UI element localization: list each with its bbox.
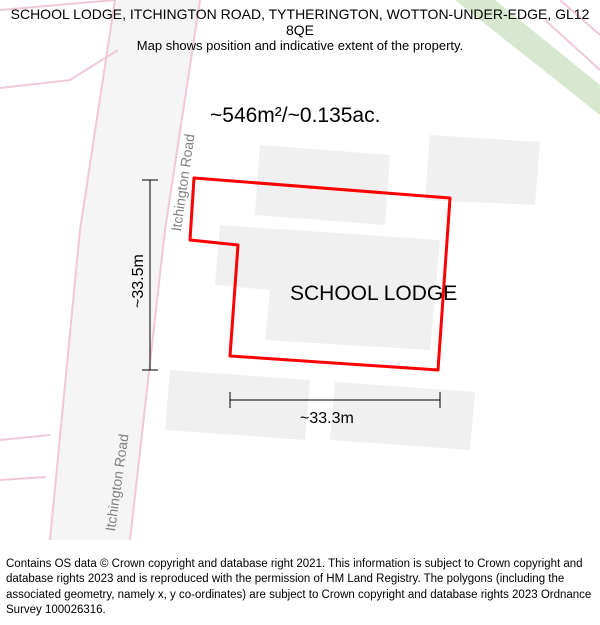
height-measurement: ~33.5m [130,254,148,308]
map-header: SCHOOL LODGE, ITCHINGTON ROAD, TYTHERING… [0,6,600,53]
property-name: SCHOOL LODGE [290,282,457,306]
map-title: SCHOOL LODGE, ITCHINGTON ROAD, TYTHERING… [0,6,600,38]
width-measurement: ~33.3m [300,410,354,428]
copyright-footer: Contains OS data © Crown copyright and d… [6,557,594,619]
area-measurement: ~546m²/~0.135ac. [210,104,380,128]
map-subtitle: Map shows position and indicative extent… [0,38,600,53]
map-svg [0,0,600,540]
